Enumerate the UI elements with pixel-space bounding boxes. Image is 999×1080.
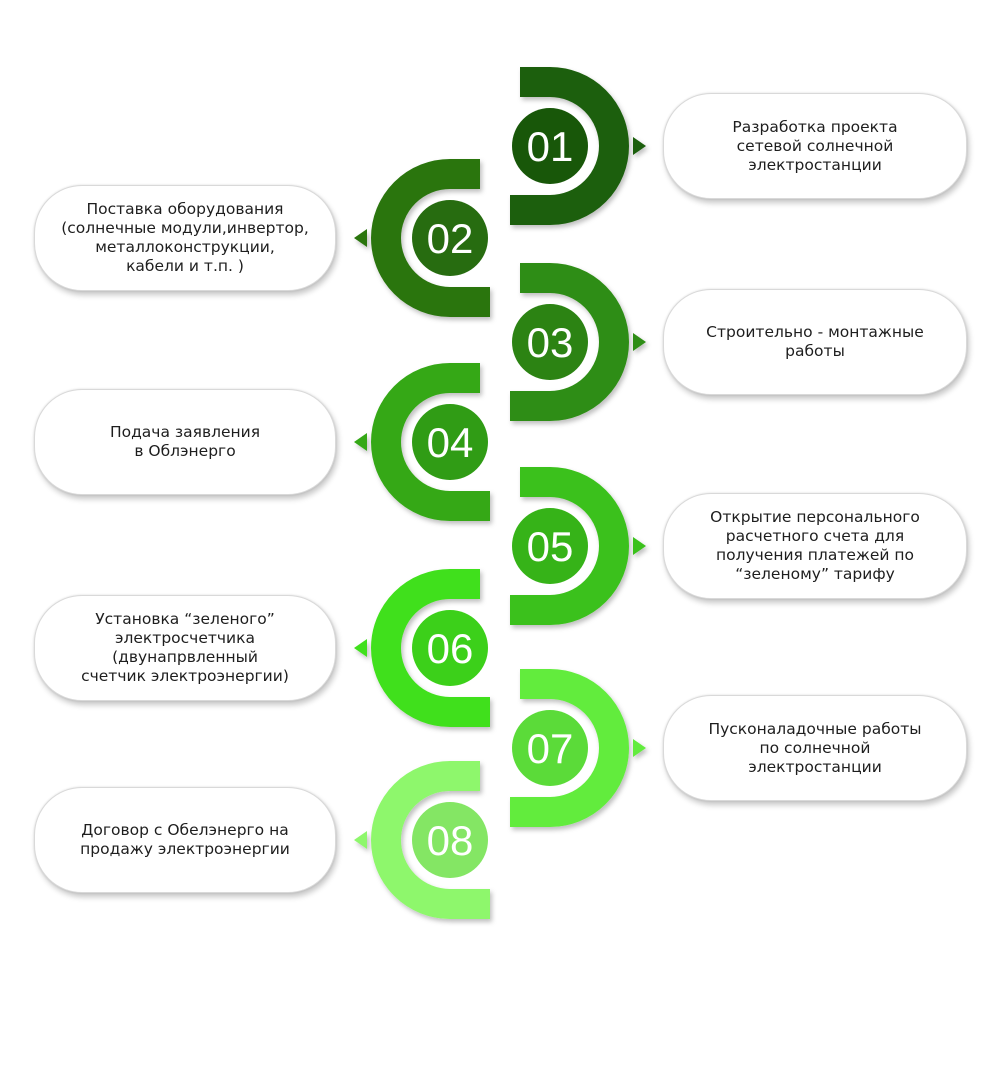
step-description: Разработка проекта сетевой солнечной эле… — [732, 117, 898, 174]
step-card-08: Договор с Обелэнерго на продажу электроэ… — [34, 787, 336, 893]
step-badge-06: 06 — [412, 610, 488, 686]
step-number: 06 — [427, 625, 474, 672]
snake-segment-04 — [371, 363, 490, 521]
pointer-arrow-02 — [354, 229, 367, 247]
step-circle — [412, 610, 488, 686]
pointer-arrow-08 — [354, 831, 367, 849]
pointer-arrow-07 — [633, 739, 646, 757]
pointer-arrow-03 — [633, 333, 646, 351]
step-circle — [512, 508, 588, 584]
step-card-01: Разработка проекта сетевой солнечной эле… — [663, 93, 967, 199]
step-description: Поставка оборудования (солнечные модули,… — [61, 200, 309, 275]
step-circle — [512, 710, 588, 786]
step-description: Строительно - монтажные работы — [706, 323, 924, 360]
step-badge-07: 07 — [512, 710, 588, 786]
step-card-04: Подача заявления в Облэнерго — [34, 389, 336, 495]
step-card-02: Поставка оборудования (солнечные модули,… — [34, 185, 336, 291]
step-number: 05 — [527, 523, 574, 570]
pointer-arrow-04 — [354, 433, 367, 451]
step-badge-04: 04 — [412, 404, 488, 480]
step-card-05: Открытие персонального расчетного счета … — [663, 493, 967, 599]
step-circle — [412, 404, 488, 480]
snake-segment-06 — [371, 569, 490, 727]
step-card-07: Пусконаладочные работы по солнечной элек… — [663, 695, 967, 801]
step-description: Пусконаладочные работы по солнечной элек… — [708, 719, 922, 776]
step-circle — [512, 108, 588, 184]
step-number: 02 — [427, 215, 474, 262]
step-number: 04 — [427, 419, 474, 466]
snake-segment-02 — [371, 159, 490, 317]
step-circle — [512, 304, 588, 380]
step-card-06: Установка “зеленого” электросчетчика (дв… — [34, 595, 336, 701]
pointer-arrow-06 — [354, 639, 367, 657]
pointer-arrow-05 — [633, 537, 646, 555]
step-description: Договор с Обелэнерго на продажу электроэ… — [80, 821, 290, 858]
step-badge-03: 03 — [512, 304, 588, 380]
snake-segment-03 — [510, 263, 629, 421]
step-badge-08: 08 — [412, 802, 488, 878]
step-number: 01 — [527, 123, 574, 170]
pointer-arrow-01 — [633, 137, 646, 155]
snake-segment-05 — [510, 467, 629, 625]
step-number: 08 — [427, 817, 474, 864]
step-description: Подача заявления в Облэнерго — [109, 423, 261, 460]
step-card-03: Строительно - монтажные работы — [663, 289, 967, 395]
snake-segment-01 — [510, 67, 629, 225]
snake-segment-08 — [371, 761, 490, 919]
step-circle — [412, 802, 488, 878]
step-badge-02: 02 — [412, 200, 488, 276]
step-badge-05: 05 — [512, 508, 588, 584]
step-badge-01: 01 — [512, 108, 588, 184]
step-number: 03 — [527, 319, 574, 366]
snake-segment-07 — [510, 669, 629, 827]
snake-bands — [354, 67, 646, 919]
step-description: Установка “зеленого” электросчетчика (дв… — [81, 610, 289, 685]
step-circle — [412, 200, 488, 276]
step-number: 07 — [527, 725, 574, 772]
step-description: Открытие персонального расчетного счета … — [710, 508, 920, 583]
